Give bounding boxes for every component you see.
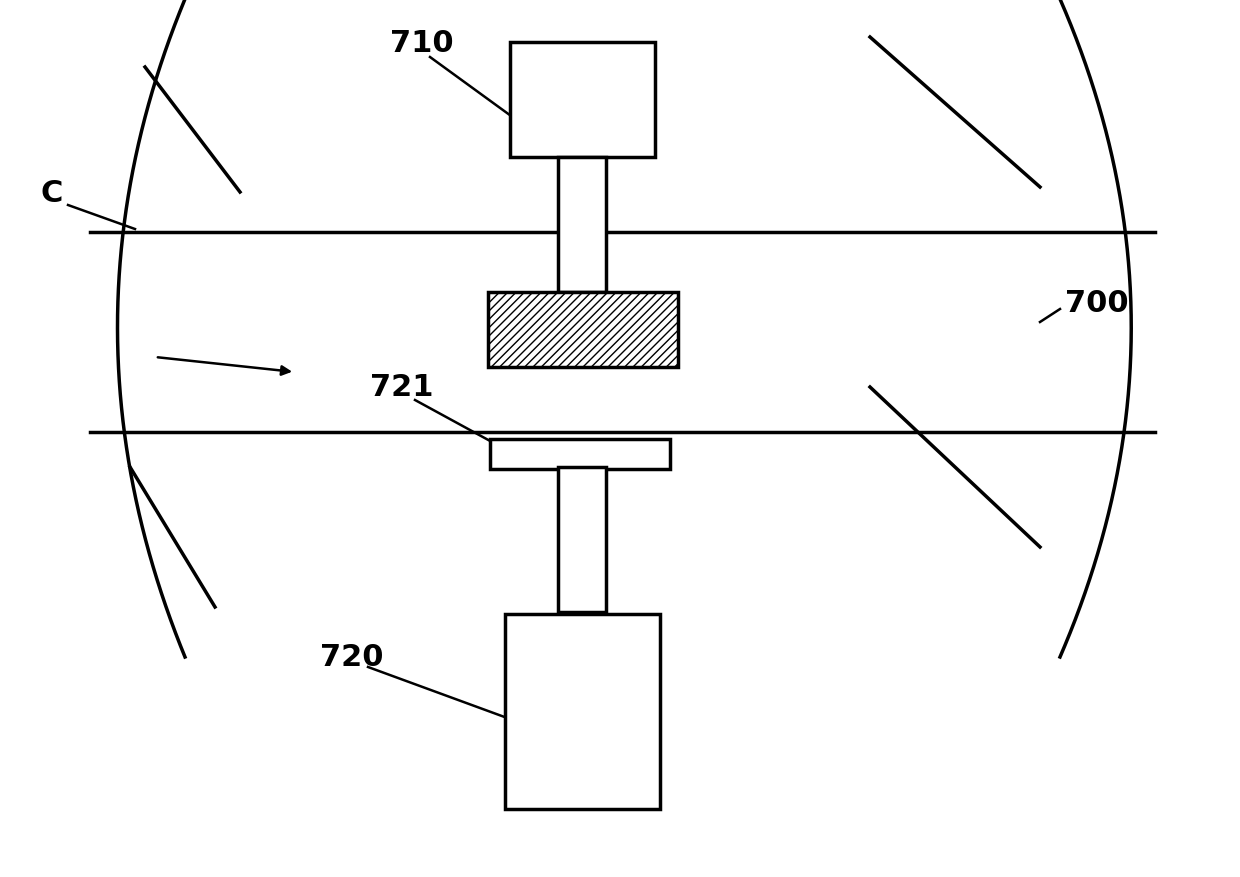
Text: 720: 720 — [320, 643, 383, 672]
Bar — [558, 467, 606, 612]
Text: 700: 700 — [1065, 289, 1128, 317]
Bar — [505, 614, 660, 809]
Text: 721: 721 — [370, 373, 434, 402]
Bar — [510, 43, 655, 158]
Bar — [558, 158, 606, 293]
Text: 710: 710 — [391, 28, 454, 57]
Bar — [490, 439, 670, 469]
Bar — [489, 293, 678, 367]
Text: C: C — [40, 178, 62, 207]
